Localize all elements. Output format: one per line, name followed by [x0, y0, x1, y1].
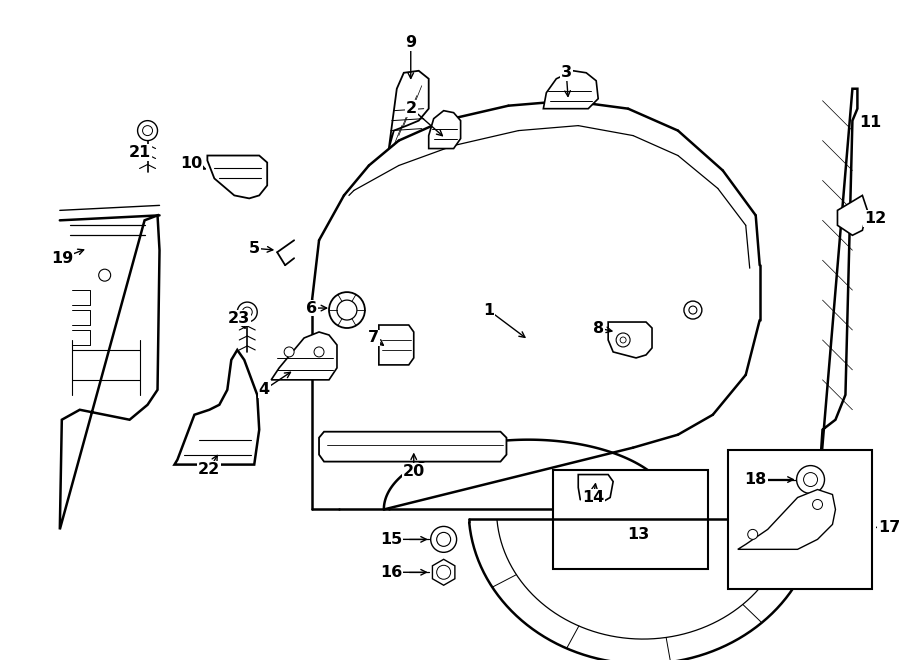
Polygon shape	[817, 89, 858, 504]
Polygon shape	[175, 350, 259, 465]
Text: 6: 6	[307, 301, 318, 315]
Circle shape	[314, 347, 324, 357]
Circle shape	[329, 292, 364, 328]
Text: 18: 18	[744, 472, 767, 487]
Polygon shape	[319, 432, 507, 461]
Text: 20: 20	[402, 464, 425, 479]
Text: 8: 8	[592, 321, 604, 336]
Text: 9: 9	[405, 36, 417, 50]
Polygon shape	[817, 490, 855, 510]
Circle shape	[436, 532, 451, 547]
Circle shape	[684, 301, 702, 319]
Circle shape	[284, 347, 294, 357]
Text: 19: 19	[50, 251, 73, 266]
Polygon shape	[738, 490, 835, 549]
Text: 5: 5	[248, 241, 260, 256]
Polygon shape	[428, 110, 461, 149]
Polygon shape	[389, 71, 428, 149]
Bar	[728, 449, 872, 589]
Circle shape	[337, 300, 357, 320]
Circle shape	[99, 269, 111, 281]
Polygon shape	[544, 71, 599, 108]
Text: 2: 2	[406, 101, 418, 116]
Circle shape	[804, 473, 817, 486]
Polygon shape	[379, 325, 414, 365]
Text: 17: 17	[878, 520, 900, 535]
Bar	[554, 469, 708, 569]
Polygon shape	[579, 475, 613, 504]
Text: 21: 21	[129, 145, 150, 160]
Polygon shape	[271, 332, 337, 380]
Circle shape	[616, 333, 630, 347]
Polygon shape	[838, 196, 868, 235]
Text: 11: 11	[860, 115, 881, 130]
Text: 23: 23	[229, 311, 250, 325]
Text: 4: 4	[258, 382, 270, 397]
Text: 22: 22	[198, 462, 220, 477]
Text: 3: 3	[561, 65, 572, 80]
Circle shape	[688, 306, 697, 314]
Text: 15: 15	[380, 532, 402, 547]
Text: 16: 16	[380, 564, 402, 580]
Polygon shape	[59, 215, 159, 529]
Polygon shape	[432, 559, 454, 585]
Circle shape	[142, 126, 152, 136]
Circle shape	[620, 337, 626, 343]
Circle shape	[748, 529, 758, 539]
Polygon shape	[608, 322, 652, 358]
Circle shape	[813, 500, 823, 510]
Circle shape	[796, 465, 824, 494]
Text: 7: 7	[368, 330, 380, 346]
Circle shape	[431, 526, 456, 553]
Text: 1: 1	[483, 303, 494, 317]
Circle shape	[436, 565, 451, 579]
Text: 14: 14	[582, 490, 604, 505]
Circle shape	[238, 302, 257, 322]
Circle shape	[138, 121, 157, 141]
Circle shape	[242, 307, 252, 317]
Text: 12: 12	[864, 211, 886, 226]
Polygon shape	[207, 155, 267, 198]
Text: 10: 10	[180, 156, 202, 171]
Text: 13: 13	[627, 527, 649, 542]
